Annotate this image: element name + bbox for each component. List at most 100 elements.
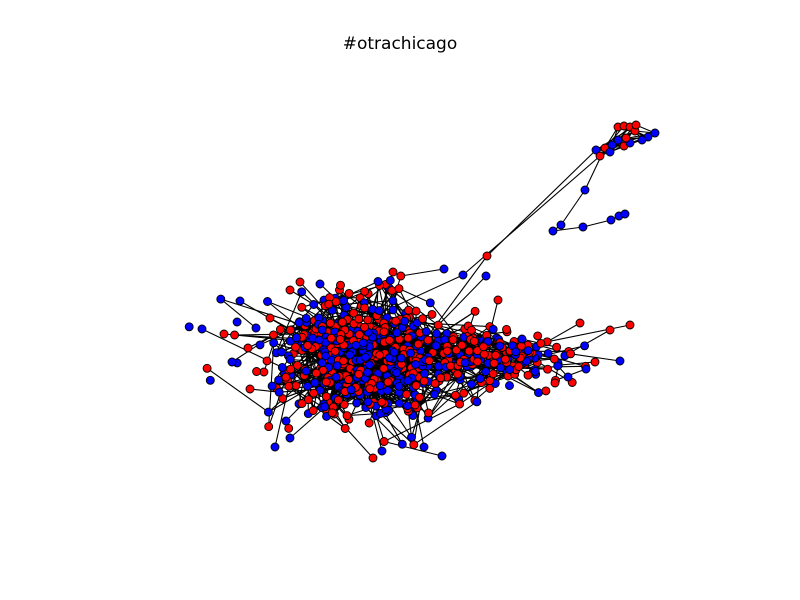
graph-node (475, 374, 485, 384)
graph-node (349, 308, 359, 318)
graph-node (419, 376, 429, 386)
graph-node (411, 306, 421, 316)
graph-node (243, 343, 253, 353)
graph-node (314, 335, 324, 345)
graph-node (364, 418, 374, 428)
graph-node (541, 386, 551, 396)
graph-node (320, 402, 330, 412)
graph-edge (398, 288, 431, 304)
graph-node (337, 317, 347, 327)
graph-node (303, 341, 313, 350)
graph-node (500, 354, 510, 364)
graph-node (325, 318, 335, 328)
graph-node (309, 300, 319, 309)
graph-node (388, 267, 398, 277)
graph-node (245, 384, 255, 394)
graph-node (392, 368, 402, 378)
graph-node (625, 320, 635, 330)
graph-edge (560, 189, 586, 226)
graph-edge (546, 322, 581, 343)
graph-node (388, 305, 398, 315)
graph-edge (582, 219, 612, 228)
graph-node (481, 367, 491, 377)
graph-node (479, 342, 488, 352)
graph-node (216, 294, 226, 304)
graph-node (311, 368, 321, 378)
graph-node (291, 333, 301, 343)
graph-node (517, 334, 527, 344)
graph-edge (275, 291, 303, 354)
graph-node (566, 349, 576, 359)
graph-node (590, 357, 600, 367)
graph-edge (375, 415, 385, 442)
graph-node (375, 350, 385, 360)
graph-node (345, 350, 355, 360)
graph-node (354, 369, 364, 379)
graph-node (292, 360, 302, 370)
graph-node (409, 440, 419, 450)
graph-node (458, 270, 468, 280)
graph-edge (427, 362, 489, 419)
graph-node (493, 295, 503, 305)
graph-node (397, 439, 407, 449)
graph-node (418, 314, 428, 324)
graph-node (379, 364, 389, 373)
graph-node (615, 356, 625, 366)
graph-node (284, 423, 294, 433)
graph-node (251, 323, 261, 333)
graph-node (439, 264, 449, 274)
graph-node (514, 362, 524, 372)
graph-node (437, 451, 447, 461)
graph-node (297, 287, 307, 297)
graph-node (563, 372, 573, 382)
graph-node (317, 358, 327, 368)
graph-node (606, 215, 616, 225)
graph-node (543, 364, 553, 374)
graph-node (423, 335, 433, 345)
graph-node (344, 288, 354, 298)
graph-node (252, 367, 262, 376)
graph-node (331, 372, 341, 382)
graph-node (605, 147, 615, 157)
graph-node (285, 354, 295, 364)
graph-node (391, 316, 401, 326)
graph-node (488, 324, 498, 334)
graph-node (277, 362, 287, 372)
graph-edge (413, 381, 425, 445)
graph-node (363, 367, 372, 377)
graph-node (411, 359, 421, 369)
graph-node (394, 398, 404, 408)
graph-node (595, 151, 605, 161)
graph-node (407, 432, 416, 442)
graph-node (333, 395, 343, 405)
graph-node (485, 376, 495, 386)
graph-node (339, 356, 348, 366)
graph-node (481, 271, 491, 281)
graph-node (269, 338, 279, 348)
graph-node (392, 328, 402, 338)
graph-node (269, 330, 278, 340)
graph-node (327, 408, 337, 418)
graph-node (489, 358, 499, 368)
graph-node (368, 453, 378, 463)
graph-node (285, 433, 295, 443)
graph-node (227, 357, 237, 367)
graph-node (346, 385, 356, 395)
graph-node (425, 298, 435, 308)
graph-edge (427, 365, 459, 419)
graph-node (286, 364, 296, 374)
graph-node (479, 349, 489, 359)
graph-node (354, 314, 364, 324)
graph-node (270, 442, 280, 452)
graph-edge (558, 361, 596, 366)
graph-node (274, 387, 284, 397)
graph-node (403, 376, 413, 386)
graph-edge (437, 275, 487, 326)
graph-node (301, 366, 311, 376)
graph-node (321, 392, 331, 401)
graph-node (321, 377, 331, 387)
graph-edge (331, 412, 374, 459)
graph-node (297, 399, 307, 408)
graph-node (613, 135, 623, 145)
graph-node (552, 342, 562, 352)
